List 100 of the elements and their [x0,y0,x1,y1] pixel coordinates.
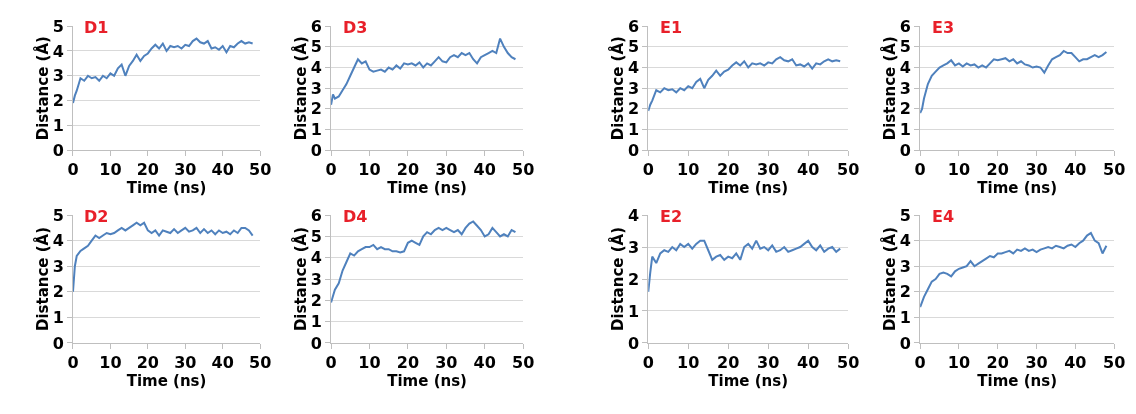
x-tick-label: 40 [211,160,234,180]
x-tick-label: 10 [99,353,122,373]
x-tick-label: 10 [358,160,381,180]
y-tick-label: 1 [627,301,640,321]
y-tick-label: 3 [52,66,64,86]
y-tick-label: 4 [627,205,640,225]
chart-title: E4 [932,207,955,226]
x-tick-label: 0 [914,353,926,373]
y-tick-label: 1 [627,120,640,140]
x-tick-label: 0 [642,160,654,180]
y-tick-label: 6 [899,16,911,36]
y-tick-label: 0 [627,140,640,160]
x-tick-label: 0 [67,160,79,180]
x-tick-label: 0 [914,160,926,180]
x-tick-label: 10 [99,160,122,180]
x-tick-label: 50 [837,353,860,373]
line-series [72,221,254,293]
y-axis-title: Distance (Å) [608,226,628,332]
x-axis-title: Time (ns) [708,372,789,391]
y-tick-label: 2 [310,99,322,119]
chart-title: E3 [932,18,955,37]
y-tick-label: 2 [310,290,322,310]
y-axis-title: Distance (Å) [880,36,900,141]
x-tick-label: 40 [1064,160,1087,180]
y-axis-title: Distance (Å) [880,226,900,332]
x-tick-label: 10 [677,353,700,373]
x-tick-label: 50 [1103,160,1126,180]
y-tick-label: 0 [310,333,322,353]
x-tick-label: 30 [1025,160,1048,180]
x-axis-title: Time (ns) [387,372,467,391]
y-tick-label: 3 [627,237,640,257]
x-axis-title: Time (ns) [126,179,207,198]
y-tick-label: 4 [310,248,322,268]
x-tick-label: 40 [797,353,820,373]
x-tick-label: 30 [435,160,458,180]
x-tick-label: 30 [1025,353,1048,373]
x-tick-label: 10 [677,160,700,180]
x-tick-label: 40 [211,353,234,373]
line-series [72,37,254,105]
x-tick-label: 40 [1064,353,1087,373]
x-tick-label: 0 [325,160,337,180]
x-tick-label: 50 [837,160,860,180]
y-tick-label: 3 [52,256,64,276]
y-axis-title: Distance (Å) [32,36,52,141]
y-axis-title: Distance (Å) [290,36,310,141]
x-tick-label: 40 [797,160,820,180]
x-tick-label: 30 [435,353,458,373]
y-tick-label: 4 [52,231,64,251]
x-tick-label: 10 [947,353,971,373]
y-tick-label: 1 [899,307,911,327]
chart-title: D1 [84,18,109,37]
y-tick-label: 6 [310,205,322,225]
line-series [920,231,1108,309]
y-tick-label: 1 [310,312,322,332]
y-tick-label: 0 [52,333,64,353]
y-tick-label: 4 [52,41,64,61]
y-tick-label: 0 [899,140,911,160]
x-tick-label: 30 [174,353,197,373]
y-tick-label: 1 [52,116,64,135]
x-tick-label: 10 [947,160,971,180]
y-tick-label: 2 [52,282,64,302]
y-tick-label: 5 [310,37,322,57]
chart-title: D4 [343,207,368,226]
x-axis-title: Time (ns) [977,179,1057,198]
y-tick-label: 2 [52,91,64,111]
y-tick-label: 6 [310,16,322,36]
x-axis-title: Time (ns) [126,372,207,391]
chart-title: E1 [660,18,683,37]
x-tick-label: 50 [1103,353,1126,373]
chart-title: D2 [84,207,109,226]
y-tick-label: 2 [627,269,640,289]
x-axis-title: Time (ns) [708,179,789,198]
y-tick-label: 5 [899,205,911,225]
y-tick-label: 3 [899,256,911,276]
y-tick-label: 5 [899,37,911,57]
x-tick-label: 20 [986,160,1009,180]
x-tick-label: 20 [396,160,420,180]
y-tick-label: 4 [310,58,322,78]
chart-title: E2 [660,207,683,226]
y-tick-label: 5 [52,16,64,36]
x-tick-label: 0 [642,353,654,373]
y-tick-label: 5 [627,37,640,57]
y-tick-label: 4 [627,58,640,78]
x-tick-label: 40 [473,353,496,373]
x-tick-label: 50 [512,353,535,373]
y-tick-label: 1 [310,120,322,140]
x-tick-label: 30 [757,353,780,373]
y-tick-label: 3 [310,78,322,98]
y-axis-title: Distance (Å) [32,226,52,332]
y-tick-label: 5 [52,205,64,225]
y-axis-title: Distance (Å) [290,226,310,332]
line-series [331,220,517,304]
x-tick-label: 20 [136,160,159,180]
line-series [920,49,1108,114]
x-axis-title: Time (ns) [387,179,467,198]
x-tick-label: 30 [174,160,197,180]
x-tick-label: 40 [473,160,496,180]
y-tick-label: 0 [52,140,64,160]
y-tick-label: 4 [899,58,911,78]
x-tick-label: 20 [396,353,420,373]
